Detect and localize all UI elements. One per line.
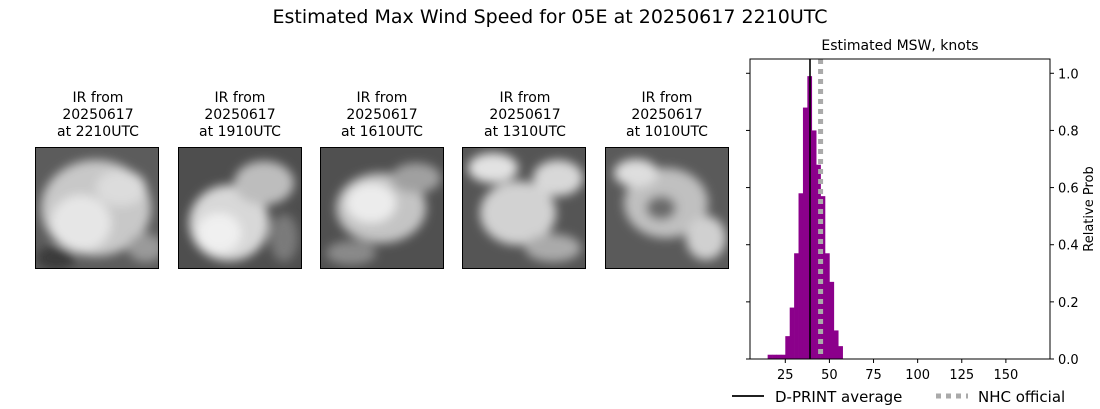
y-tick-label: 0.0 xyxy=(1058,353,1079,368)
histogram-bar xyxy=(798,193,804,359)
x-tick-label: 75 xyxy=(865,368,882,383)
histogram-bar xyxy=(802,107,808,359)
legend-nhc-label: NHC official xyxy=(978,388,1065,406)
x-tick-label: 50 xyxy=(821,368,838,383)
ir-image-1 xyxy=(35,147,159,269)
ir-panel-title-2: IR from 20250617 at 1910UTC xyxy=(199,90,281,140)
histogram-bar xyxy=(829,281,835,359)
ir-panel-title-4: IR from 20250617 at 1310UTC xyxy=(484,90,566,140)
histogram-bar xyxy=(838,346,843,359)
chart-title: Estimated MSW, knots xyxy=(821,38,978,54)
histogram-bar xyxy=(825,253,830,359)
ir-image-4 xyxy=(462,147,586,269)
histogram-bar xyxy=(794,253,799,359)
plot-frame xyxy=(749,58,1051,360)
ir-panel-title-1: IR from 20250617 at 2210UTC xyxy=(57,90,139,140)
histogram-bar xyxy=(780,354,786,359)
page-title: Estimated Max Wind Speed for 05E at 2025… xyxy=(272,6,828,28)
ir-image-2 xyxy=(178,147,302,269)
histogram-bar xyxy=(833,330,839,359)
histogram-bar xyxy=(820,196,826,359)
y-tick-label: 0.2 xyxy=(1058,296,1079,311)
legend-dprint-label: D-PRINT average xyxy=(775,388,902,406)
y-axis-label: Relative Prob xyxy=(1082,166,1097,251)
y-tick-label: 0.8 xyxy=(1058,124,1079,139)
histogram-bar xyxy=(807,76,813,360)
histogram-bar xyxy=(767,354,773,359)
histogram-bar xyxy=(785,336,791,359)
x-tick-label: 125 xyxy=(949,368,974,383)
histogram-bar xyxy=(776,354,782,359)
histogram-bar xyxy=(789,307,795,359)
ir-panel-title-3: IR from 20250617 at 1610UTC xyxy=(341,90,423,140)
ir-image-5 xyxy=(605,147,729,269)
x-tick-label: 100 xyxy=(905,368,930,383)
histogram-bar xyxy=(811,130,817,359)
ir-panel-title-5: IR from 20250617 at 1010UTC xyxy=(626,90,708,140)
x-tick-label: 25 xyxy=(777,368,794,383)
y-tick-label: 0.4 xyxy=(1058,239,1079,254)
y-tick-label: 0.6 xyxy=(1058,182,1079,197)
histogram-bar xyxy=(816,164,821,359)
x-tick-label: 150 xyxy=(993,368,1018,383)
ir-image-3 xyxy=(320,147,444,269)
histogram-bar xyxy=(772,354,777,359)
y-tick-label: 1.0 xyxy=(1058,67,1079,82)
